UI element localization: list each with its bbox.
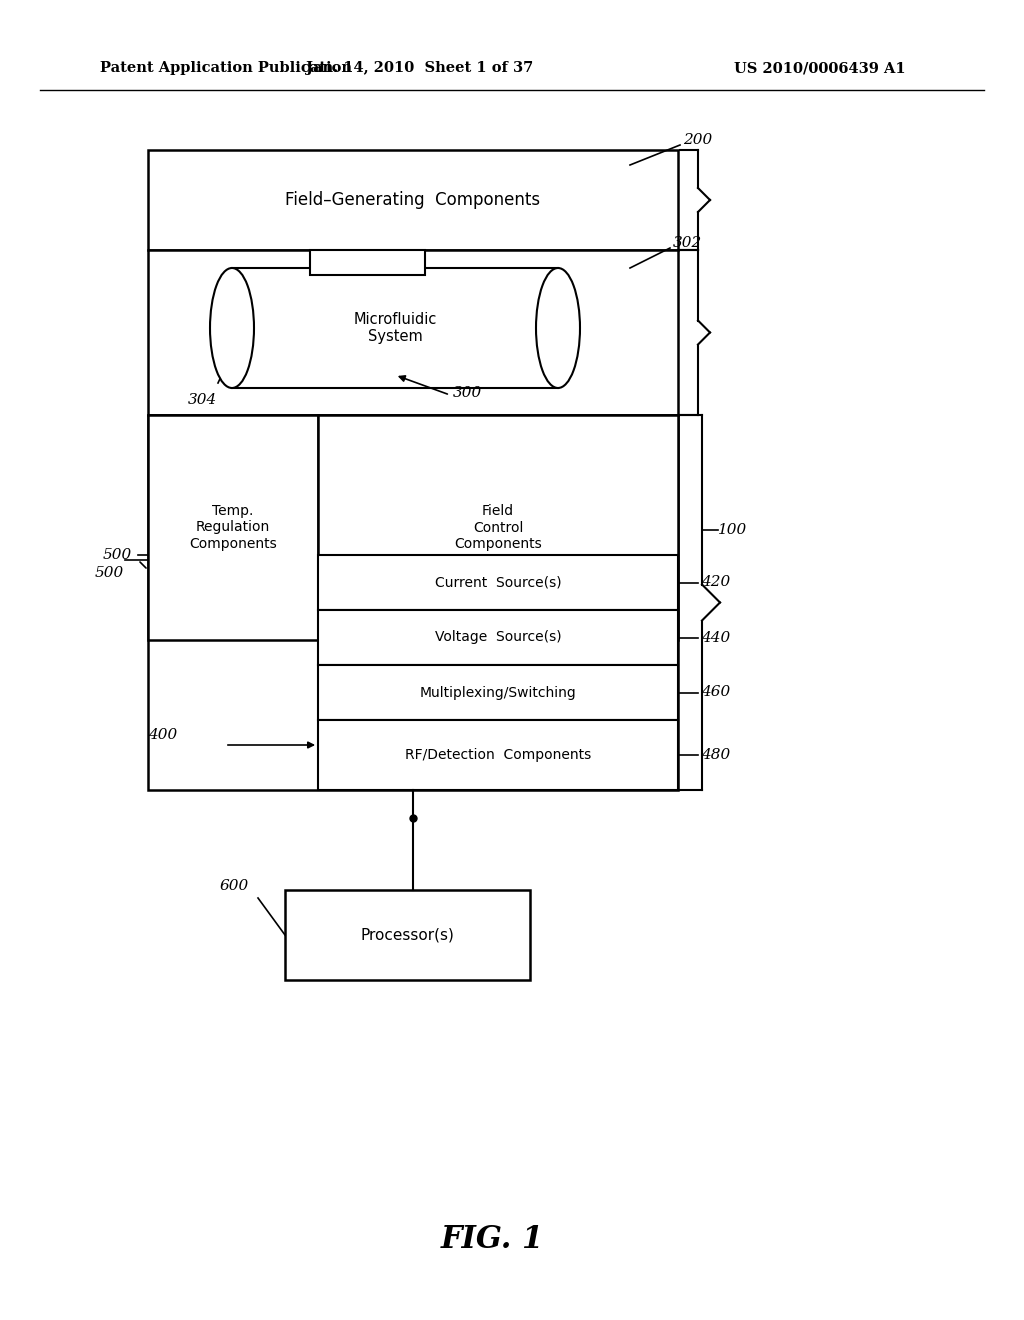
Text: 480: 480: [701, 748, 730, 762]
Text: 400: 400: [148, 729, 177, 742]
Bar: [148, 414, 318, 640]
Text: 304: 304: [188, 393, 217, 407]
Bar: [318, 610, 678, 665]
Text: 600: 600: [220, 879, 249, 894]
Text: Multiplexing/Switching: Multiplexing/Switching: [420, 685, 577, 700]
Text: Field–Generating  Components: Field–Generating Components: [286, 191, 541, 209]
Text: US 2010/0006439 A1: US 2010/0006439 A1: [734, 61, 906, 75]
Text: Patent Application Publication: Patent Application Publication: [100, 61, 352, 75]
Text: Field
Control
Components: Field Control Components: [454, 504, 542, 550]
Text: 500: 500: [103, 548, 132, 562]
Text: 100: 100: [718, 523, 748, 537]
Bar: [148, 150, 678, 249]
Ellipse shape: [210, 268, 254, 388]
Text: 500: 500: [95, 566, 124, 579]
Bar: [318, 719, 678, 789]
Ellipse shape: [536, 268, 580, 388]
Text: Voltage  Source(s): Voltage Source(s): [434, 631, 561, 644]
Bar: [318, 414, 678, 640]
Text: 420: 420: [701, 576, 730, 590]
Text: Current  Source(s): Current Source(s): [434, 576, 561, 590]
Bar: [310, 249, 425, 275]
Bar: [232, 268, 558, 388]
Text: 440: 440: [701, 631, 730, 644]
Text: Jan. 14, 2010  Sheet 1 of 37: Jan. 14, 2010 Sheet 1 of 37: [306, 61, 534, 75]
Text: 460: 460: [701, 685, 730, 700]
Text: FIG. 1: FIG. 1: [440, 1225, 544, 1255]
Bar: [318, 665, 678, 719]
Text: Processor(s): Processor(s): [360, 928, 455, 942]
Text: 200: 200: [683, 133, 713, 147]
Bar: [148, 249, 678, 414]
Bar: [148, 414, 678, 789]
Text: 302: 302: [673, 236, 702, 249]
Text: RF/Detection  Components: RF/Detection Components: [404, 748, 591, 762]
Bar: [318, 554, 678, 610]
Text: Temp.
Regulation
Components: Temp. Regulation Components: [189, 504, 276, 550]
Text: Microfluidic
System: Microfluidic System: [353, 312, 436, 345]
Text: 300: 300: [453, 385, 482, 400]
Bar: [285, 890, 530, 979]
